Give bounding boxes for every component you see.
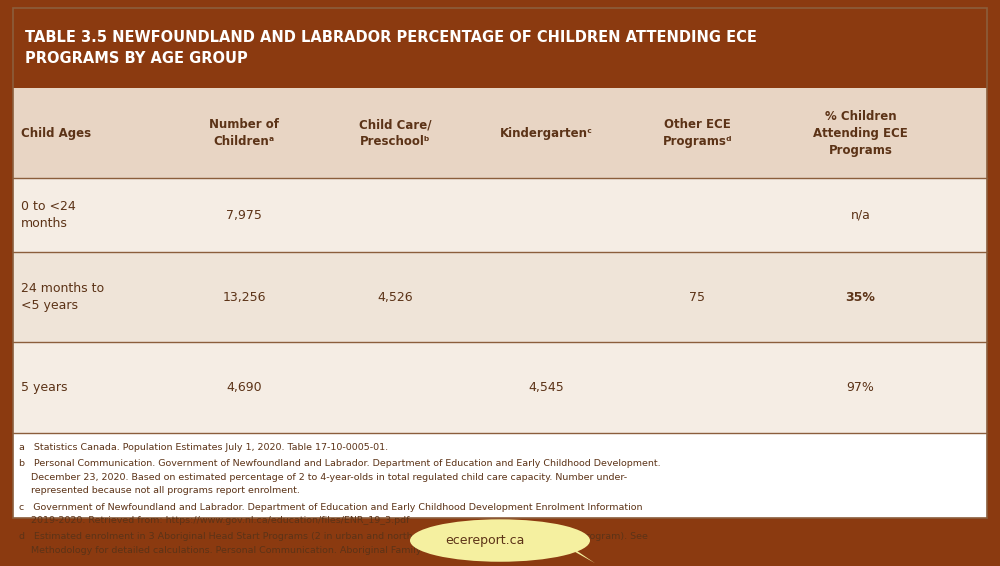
Ellipse shape (410, 520, 590, 561)
Text: Number of
Childrenᵃ: Number of Childrenᵃ (209, 118, 279, 148)
Text: 2019-2020. Retrieved from: https://www.gov.nl.ca/education/files/ENR_19_3.pdf: 2019-2020. Retrieved from: https://www.g… (19, 516, 410, 525)
Text: 4,690: 4,690 (227, 381, 262, 394)
Text: TABLE 3.5 NEWFOUNDLAND AND LABRADOR PERCENTAGE OF CHILDREN ATTENDING ECE
PROGRAM: TABLE 3.5 NEWFOUNDLAND AND LABRADOR PERC… (25, 30, 757, 66)
FancyBboxPatch shape (13, 342, 987, 433)
Text: Methodology for detailed calculations. Personal Communication. Aboriginal Family: Methodology for detailed calculations. P… (19, 546, 546, 555)
Text: 35%: 35% (845, 291, 875, 303)
Text: 4,526: 4,526 (377, 291, 413, 303)
Text: 97%: 97% (846, 381, 874, 394)
Text: b   Personal Communication. Government of Newfoundland and Labrador. Department : b Personal Communication. Government of … (19, 460, 661, 469)
Text: Child Care/
Preschoolᵇ: Child Care/ Preschoolᵇ (359, 118, 432, 148)
Text: 13,256: 13,256 (223, 291, 266, 303)
Text: 4,545: 4,545 (528, 381, 564, 394)
Polygon shape (570, 546, 595, 563)
Text: Other ECE
Programsᵈ: Other ECE Programsᵈ (662, 118, 732, 148)
Text: Child Ages: Child Ages (21, 127, 91, 139)
FancyBboxPatch shape (0, 518, 1000, 566)
FancyBboxPatch shape (13, 252, 987, 342)
Text: a   Statistics Canada. Population Estimates July 1, 2020. Table 17-10-0005-01.: a Statistics Canada. Population Estimate… (19, 443, 388, 452)
FancyBboxPatch shape (13, 178, 987, 252)
Text: 75: 75 (689, 291, 705, 303)
Text: d   Estimated enrolment in 3 Aboriginal Head Start Programs (2 in urban and nort: d Estimated enrolment in 3 Aboriginal He… (19, 532, 648, 541)
Text: 7,975: 7,975 (226, 209, 262, 221)
FancyBboxPatch shape (13, 8, 987, 88)
Text: Kindergartenᶜ: Kindergartenᶜ (500, 127, 593, 139)
Text: ecereport.ca: ecereport.ca (445, 534, 525, 547)
Text: 24 months to
<5 years: 24 months to <5 years (21, 282, 104, 312)
Text: 5 years: 5 years (21, 381, 68, 394)
Text: represented because not all programs report enrolment.: represented because not all programs rep… (19, 486, 300, 495)
Text: % Children
Attending ECE
Programs: % Children Attending ECE Programs (813, 109, 908, 157)
Text: c   Government of Newfoundland and Labrador. Department of Education and Early C: c Government of Newfoundland and Labrado… (19, 503, 642, 512)
FancyBboxPatch shape (13, 88, 987, 178)
Text: n/a: n/a (850, 209, 870, 221)
FancyBboxPatch shape (13, 433, 987, 518)
Text: 0 to <24
months: 0 to <24 months (21, 200, 76, 230)
Text: December 23, 2020. Based on estimated percentage of 2 to 4-year-olds in total re: December 23, 2020. Based on estimated pe… (19, 473, 627, 482)
